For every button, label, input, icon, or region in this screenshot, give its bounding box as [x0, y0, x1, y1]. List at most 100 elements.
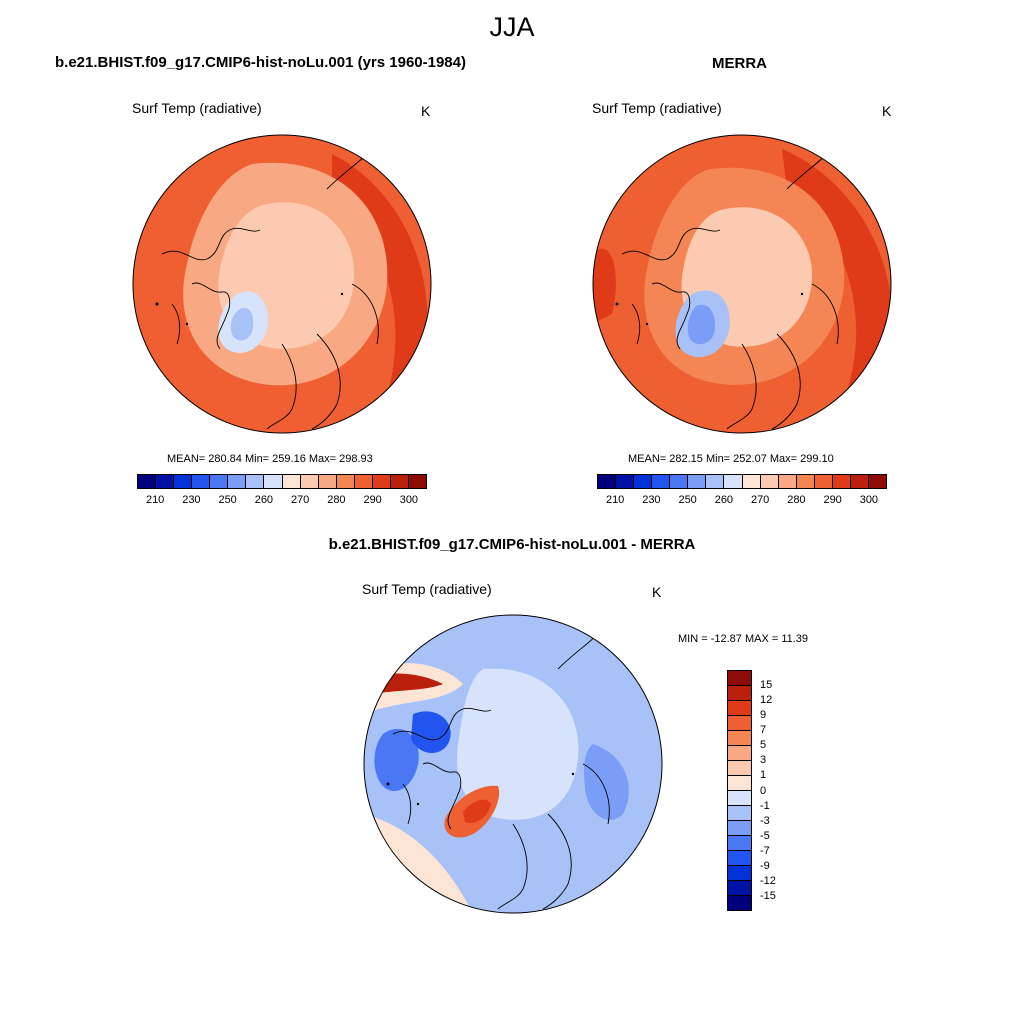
colorbar-swatch [728, 761, 751, 776]
colorbar-tick-label: 290 [823, 494, 842, 506]
colorbar-swatch [706, 475, 725, 488]
colorbar-swatch [336, 475, 355, 488]
diff-colorbar-ticks: 15 12 9 7 5 3 1 0 -1 -3 -5 -7 -9 -12 -15 [760, 670, 800, 911]
colorbar-tick-label: 280 [787, 494, 806, 506]
model-variable-label: Surf Temp (radiative) [132, 100, 262, 116]
colorbar-tick-label: 15 [760, 679, 773, 692]
map-boundary [592, 134, 892, 434]
colorbar-tick-label: 290 [363, 494, 382, 506]
colorbar-swatch [728, 686, 751, 701]
arctic-ocean-bias [457, 668, 579, 820]
warm-bias-greenland-core [463, 799, 491, 824]
greenland-cold-core [230, 307, 254, 341]
model-stats: MEAN= 280.84 Min= 259.16 Max= 298.93 [167, 453, 373, 465]
warm-ocean-region [782, 149, 891, 433]
colorbar-swatch [728, 746, 751, 761]
colorbar-tick-label: 5 [760, 739, 767, 752]
obs-polar-map [592, 134, 892, 434]
colorbar-swatch [282, 475, 301, 488]
colorbar-tick-label: -15 [760, 889, 776, 902]
map-boundary [363, 614, 663, 914]
colorbar-tick-label: 280 [327, 494, 346, 506]
colorbar-swatch [634, 475, 653, 488]
colorbar-tick-label: -12 [760, 874, 776, 887]
colorbar-swatch [832, 475, 851, 488]
colorbar-tick-label: 250 [218, 494, 237, 506]
model-polar-map [132, 134, 432, 434]
diff-panel-title: b.e21.BHIST.f09_g17.CMIP6-hist-noLu.001 … [328, 536, 696, 553]
colorbar-swatch [670, 475, 689, 488]
colorbar-tick-label: 210 [145, 494, 165, 506]
cold-bias-east [583, 744, 629, 820]
colorbar-swatch [138, 475, 157, 488]
model-colorbar [137, 474, 427, 489]
colorbar-swatch [778, 475, 797, 488]
colorbar-swatch [728, 716, 751, 731]
colorbar-swatch [724, 475, 743, 488]
colorbar-swatch [192, 475, 211, 488]
colorbar-swatch [300, 475, 319, 488]
colorbar-swatch [210, 475, 229, 488]
warm-ocean-region [332, 154, 431, 433]
colorbar-swatch [742, 475, 761, 488]
model-units-label: K [421, 103, 431, 119]
diff-stats: MIN = -12.87 MAX = 11.39 [678, 633, 809, 645]
colorbar-swatch [728, 866, 751, 881]
model-panel-title: b.e21.BHIST.f09_g17.CMIP6-hist-noLu.001 … [55, 54, 466, 71]
colorbar-swatch [728, 671, 751, 686]
diff-polar-map [363, 614, 663, 914]
model-colorbar-ticks: 210 230 250 260 270 280 290 300 [137, 494, 427, 508]
colorbar-swatch [354, 475, 373, 488]
colorbar-swatch [728, 896, 751, 910]
diff-colorbar [727, 670, 752, 911]
obs-stats: MEAN= 282.15 Min= 252.07 Max= 299.10 [628, 453, 834, 465]
colorbar-tick-label: 1 [760, 769, 767, 782]
coastlines [392, 633, 610, 910]
colorbar-tick-label: 210 [605, 494, 625, 506]
colorbar-swatch [728, 836, 751, 851]
colorbar-tick-label: 12 [760, 694, 773, 707]
island-markers [386, 772, 575, 806]
colorbar-swatch [728, 701, 751, 716]
colorbar-tick-label: -5 [760, 829, 770, 842]
colorbar-tick-label: 250 [678, 494, 697, 506]
colorbar-swatch [228, 475, 247, 488]
colorbar-tick-label: 260 [714, 494, 734, 506]
colorbar-tick-label: 260 [254, 494, 274, 506]
diff-variable-label: Surf Temp (radiative) [362, 581, 492, 597]
colorbar-tick-label: -3 [760, 814, 770, 827]
colorbar-swatch [814, 475, 833, 488]
colorbar-tick-label: 300 [399, 494, 419, 506]
colorbar-swatch [390, 475, 409, 488]
colorbar-swatch [728, 731, 751, 746]
colorbar-swatch [174, 475, 193, 488]
colorbar-swatch [868, 475, 886, 488]
island-markers [155, 292, 344, 326]
diff-units-label: K [652, 584, 662, 600]
colorbar-swatch [728, 806, 751, 821]
colorbar-tick-label: 300 [859, 494, 879, 506]
colorbar-tick-label: 9 [760, 709, 767, 722]
colorbar-swatch [728, 881, 751, 896]
cold-bias-west [374, 728, 419, 792]
colorbar-tick-label: 270 [290, 494, 310, 506]
colorbar-swatch [728, 791, 751, 806]
island-markers [615, 292, 804, 326]
greenland-cold-core [687, 304, 716, 345]
obs-colorbar-ticks: 210 230 250 260 270 280 290 300 [597, 494, 887, 508]
obs-variable-label: Surf Temp (radiative) [592, 100, 722, 116]
colorbar-tick-label: 230 [642, 494, 661, 506]
colorbar-swatch [318, 475, 337, 488]
colorbar-swatch [616, 475, 635, 488]
colorbar-tick-label: 230 [182, 494, 201, 506]
colorbar-swatch [264, 475, 283, 488]
figure-title: JJA [489, 12, 535, 42]
colorbar-tick-label: -1 [760, 799, 770, 812]
colorbar-tick-label: 7 [760, 724, 767, 737]
colorbar-swatch [156, 475, 175, 488]
obs-units-label: K [882, 103, 892, 119]
colorbar-swatch [796, 475, 815, 488]
colorbar-swatch [408, 475, 426, 488]
coastlines [621, 153, 839, 430]
colorbar-tick-label: -7 [760, 844, 770, 857]
